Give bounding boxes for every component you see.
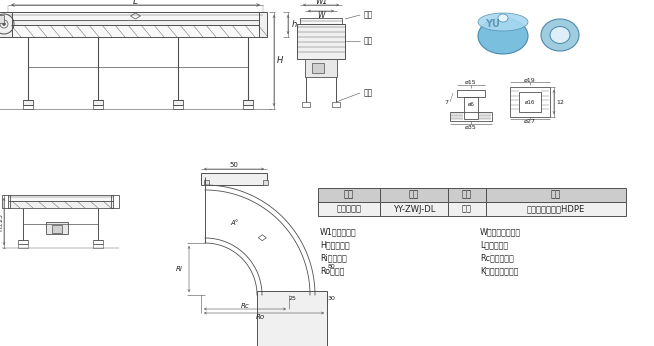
Text: W: W — [317, 10, 325, 19]
Text: ø27: ø27 — [524, 118, 536, 124]
Ellipse shape — [478, 18, 528, 54]
Bar — [8, 25, 263, 37]
Bar — [93, 244, 103, 248]
Text: 名称: 名称 — [344, 191, 354, 200]
Text: W：皮带有效宽度: W：皮带有效宽度 — [480, 228, 521, 237]
Bar — [380, 202, 448, 216]
Bar — [173, 100, 183, 105]
Text: Ri：内半径: Ri：内半径 — [320, 254, 347, 263]
Text: YY-ZWJ-DL: YY-ZWJ-DL — [393, 204, 435, 213]
Text: 30: 30 — [327, 297, 335, 301]
Circle shape — [3, 22, 5, 26]
Bar — [257, 291, 327, 346]
Text: W1: W1 — [315, 0, 327, 6]
Bar — [486, 188, 626, 202]
Bar — [46, 222, 68, 234]
Bar — [18, 240, 28, 244]
Text: ø6: ø6 — [468, 101, 474, 107]
Text: 皮带: 皮带 — [364, 10, 373, 19]
Text: 白色: 白色 — [462, 204, 472, 213]
Bar — [486, 202, 626, 216]
Text: YU: YU — [485, 19, 500, 29]
Bar — [312, 63, 324, 73]
Text: 80: 80 — [327, 264, 335, 268]
Bar — [93, 240, 103, 244]
Bar — [8, 20, 263, 25]
Bar — [243, 100, 253, 105]
Bar — [448, 202, 486, 216]
Text: 支腿: 支腿 — [364, 89, 373, 98]
Bar — [450, 112, 492, 121]
Bar — [52, 225, 62, 233]
Text: A°: A° — [231, 220, 239, 226]
Bar — [380, 188, 448, 202]
Bar — [8, 12, 263, 20]
Text: Ro：外径: Ro：外径 — [320, 266, 345, 275]
Bar — [204, 180, 209, 185]
Bar — [8, 195, 113, 201]
Bar — [318, 188, 380, 202]
Bar — [302, 102, 310, 107]
Text: 规格: 规格 — [409, 191, 419, 200]
Bar — [173, 105, 183, 109]
Bar — [510, 87, 550, 117]
Text: 12: 12 — [556, 100, 564, 104]
Bar — [23, 100, 33, 105]
Text: Rc: Rc — [241, 303, 250, 309]
Text: 超高分子聚乙烯HDPE: 超高分子聚乙烯HDPE — [527, 204, 585, 213]
Text: Ro: Ro — [256, 314, 265, 320]
Bar — [0, 15, 4, 23]
Text: H: H — [277, 56, 283, 65]
Bar — [318, 202, 380, 216]
Text: 机身: 机身 — [364, 36, 373, 46]
Text: 25: 25 — [288, 297, 296, 301]
Text: ø15: ø15 — [465, 80, 477, 84]
Bar — [263, 180, 268, 185]
Text: L：机身长度: L：机身长度 — [480, 240, 508, 249]
Ellipse shape — [478, 13, 528, 31]
Bar — [259, 12, 267, 37]
Text: ø35: ø35 — [465, 125, 477, 129]
Text: 颜色: 颜色 — [462, 191, 472, 200]
Text: 转弯机导轮: 转弯机导轮 — [337, 204, 362, 213]
Ellipse shape — [541, 19, 579, 51]
Text: ø16: ø16 — [525, 100, 535, 104]
Bar — [8, 201, 113, 208]
Text: Rc：中心半径: Rc：中心半径 — [480, 254, 514, 263]
Ellipse shape — [498, 14, 508, 22]
Bar — [0, 12, 12, 37]
Bar — [305, 59, 337, 77]
Text: K：输送台面厚度: K：输送台面厚度 — [480, 266, 519, 275]
Bar — [243, 105, 253, 109]
Bar — [448, 188, 486, 202]
Text: L: L — [133, 0, 138, 6]
Text: h: h — [292, 20, 297, 29]
Text: H：机身高度: H：机身高度 — [320, 240, 350, 249]
Bar — [2, 195, 10, 208]
Text: W1：机身宽度: W1：机身宽度 — [320, 228, 356, 237]
Text: H±25: H±25 — [0, 213, 3, 231]
Text: 50: 50 — [230, 162, 239, 168]
Text: Ri: Ri — [176, 266, 183, 272]
Bar — [201, 173, 267, 185]
Bar — [18, 244, 28, 248]
Bar — [297, 24, 345, 59]
Text: 材质: 材质 — [551, 191, 561, 200]
Text: 7: 7 — [444, 100, 448, 104]
Text: ø19: ø19 — [524, 78, 536, 82]
Bar — [93, 100, 103, 105]
Bar — [457, 90, 485, 97]
Bar — [519, 92, 541, 112]
Ellipse shape — [550, 27, 570, 44]
Bar — [93, 105, 103, 109]
Bar — [23, 105, 33, 109]
Bar — [300, 18, 342, 24]
Bar — [332, 102, 340, 107]
Bar — [111, 195, 119, 208]
Bar — [464, 97, 478, 119]
